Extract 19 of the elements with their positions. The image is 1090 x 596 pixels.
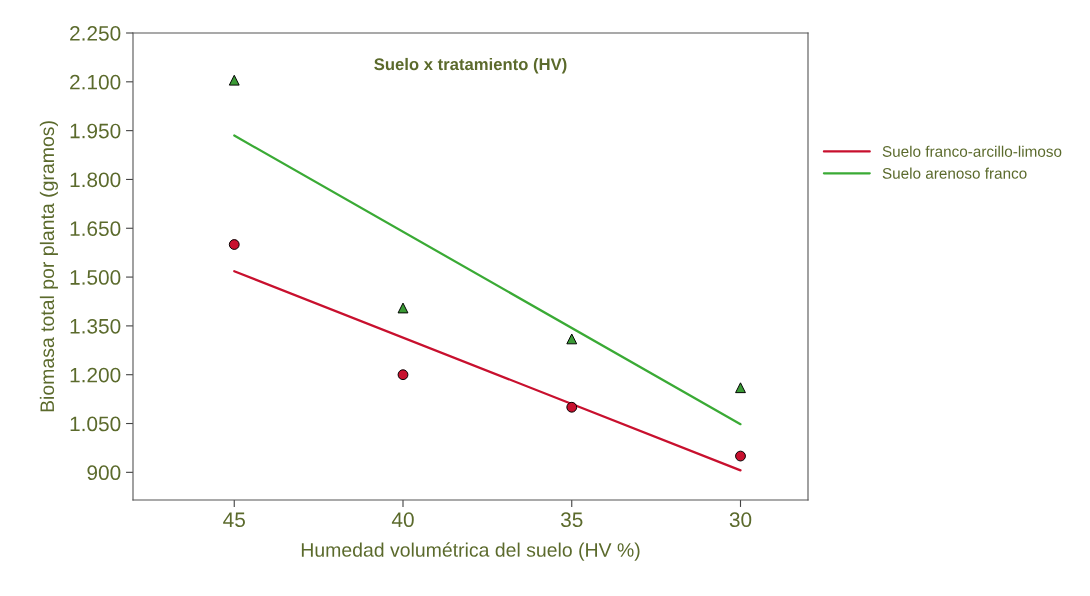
x-tick-label: 35	[560, 512, 583, 528]
y-tick-label: 1.650	[70, 221, 121, 237]
x-tick-label: 30	[729, 512, 752, 528]
text: Suelo x tratamiento (HV)	[374, 57, 567, 74]
legend-label: Suelo franco-arcillo-limoso	[882, 145, 1062, 157]
y-tick-label: 1.800	[70, 172, 121, 188]
y-tick-label: 2.250	[70, 26, 121, 41]
y-axis-title: Biomasa total por planta (gramos)	[39, 121, 58, 412]
x-tick-label: 45	[223, 512, 245, 528]
y-tick-label: 1.200	[70, 367, 121, 383]
x-tick-label: 40	[391, 512, 414, 528]
y-tick-label: 1.050	[70, 416, 121, 432]
y-tick-label: 1.350	[70, 318, 121, 334]
y-tick-label: 1.500	[70, 270, 121, 285]
y-tick-label: 2.100	[70, 74, 121, 90]
y-tick-label: 1.950	[70, 123, 121, 139]
y-tick-label: 900	[87, 465, 121, 481]
x-axis-title: Humedad volumétrica del suelo (HV %)	[301, 542, 640, 561]
legend-label: Suelo arenoso franco	[882, 167, 1027, 179]
